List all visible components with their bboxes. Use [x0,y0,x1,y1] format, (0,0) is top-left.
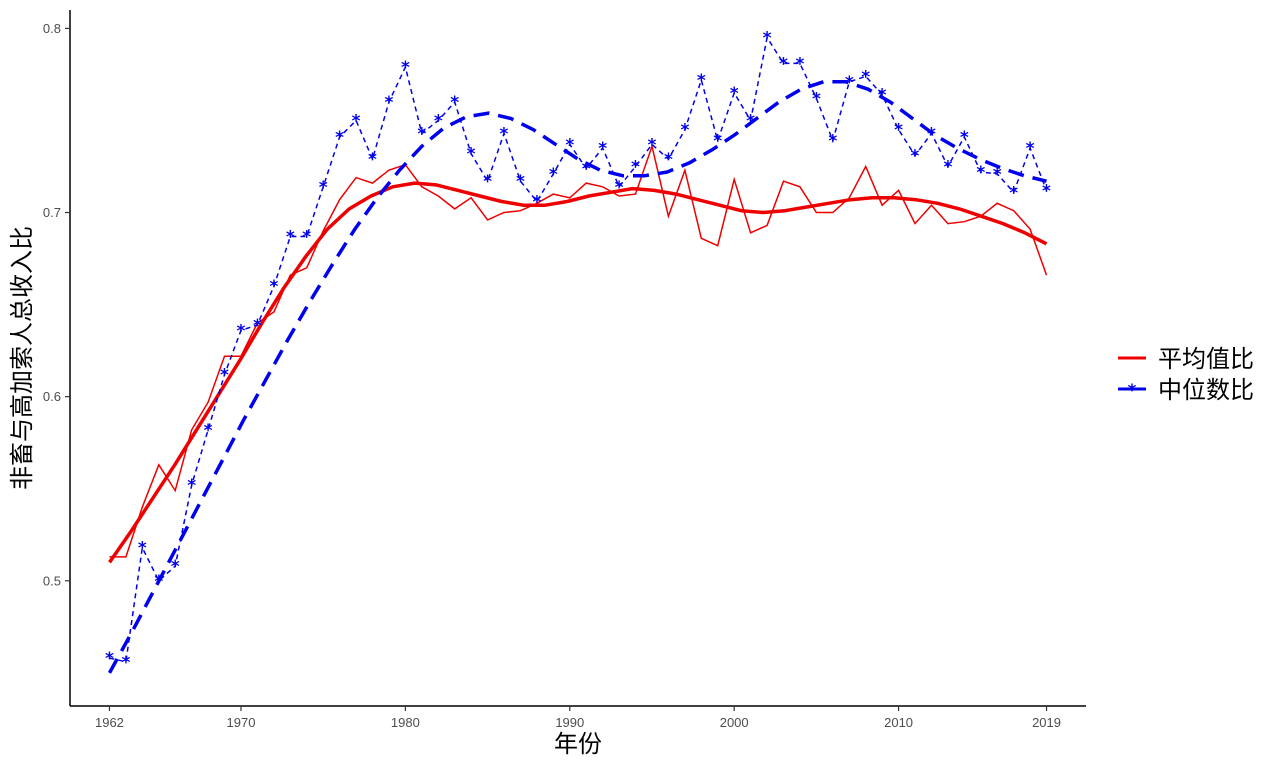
median-ratio-point: * [565,135,574,155]
median-ratio-point: * [417,124,426,144]
median-ratio-point: * [664,150,673,170]
median-ratio-point: * [845,73,854,93]
median-ratio-point: * [1042,181,1051,201]
median-ratio-point: * [171,557,180,577]
median-ratio-point: * [861,67,870,87]
median-ratio-point: * [713,132,722,152]
median-ratio-point: * [352,112,361,132]
x-tick-label: 2010 [884,715,913,730]
median-ratio-point: * [911,147,920,167]
legend-label-median: 中位数比 [1158,376,1254,404]
median-ratio-point: * [368,150,377,170]
median-ratio-point: * [237,321,246,341]
median-ratio-point: * [730,84,739,104]
y-tick-label: 0.8 [43,21,61,36]
median-ratio-point: * [763,29,772,49]
median-ratio-point: * [286,228,295,248]
median-ratio-point: * [121,653,130,673]
median-ratio-point: * [943,158,952,178]
x-tick-label: 1970 [227,715,256,730]
median-ratio-point: * [105,649,114,669]
median-ratio-point: * [779,54,788,74]
median-ratio-point: * [384,93,393,113]
median-ratio-point: * [993,165,1002,185]
median-ratio-point: * [582,159,591,179]
median-ratio-point: * [648,135,657,155]
median-ratio-point: * [253,316,262,336]
median-ratio-point: * [894,121,903,141]
median-ratio-point: * [500,124,509,144]
legend-star-marker: * [1128,381,1137,401]
mean-ratio-smooth-line [108,181,1048,564]
median-ratio-point: * [302,228,311,248]
y-tick-label: 0.7 [43,205,61,220]
median-ratio-point: * [1009,183,1018,203]
median-ratio-point: * [335,128,344,148]
median-ratio-point: * [598,139,607,159]
median-ratio-point: * [269,277,278,297]
median-ratio-point: * [154,572,163,592]
y-axis-title: 非畜与高加索人总收入比 [8,226,36,490]
legend-item-mean: 平均值比 [1118,345,1254,373]
median-ratio-point: * [319,178,328,198]
median-ratio-point: * [680,121,689,141]
axes: 1962 1970 1980 1990 2000 2010 2019 0.50.60.70.… [43,10,1086,730]
median-ratio-point: * [483,172,492,192]
median-ratio-point: * [878,86,887,106]
median-ratio-point: * [516,172,525,192]
legend-label-mean: 平均值比 [1158,345,1254,373]
median-ratio-point: * [746,112,755,132]
legend: 平均值比 * 中位数比 [1118,345,1254,404]
median-ratio-point: * [1026,139,1035,159]
x-tick-label: 1980 [391,715,420,730]
legend-item-median: * 中位数比 [1118,376,1254,404]
median-ratio-smooth-line [107,80,1047,674]
x-axis-title: 年份 [554,730,602,758]
median-ratio-point: * [828,132,837,152]
y-ticks: 0.5 0.6 0.7 0.8 [43,21,70,588]
median-ratio-point: * [187,476,196,496]
plot-area: * * * * * * * * * * * * * * * * * * * * * * * * * * * * * * * * * * * * * * * *… [105,29,1051,674]
median-ratio-raw-line [109,35,1048,663]
median-ratio-point: * [549,165,558,185]
median-ratio-point: * [434,112,443,132]
x-tick-label: 2000 [720,715,749,730]
median-ratio-point: * [401,58,410,78]
median-ratio-point: * [795,54,804,74]
median-ratio-point: * [450,93,459,113]
median-ratio-point: * [615,178,624,198]
x-ticks: 1962 1970 1980 1990 2000 2010 2019 [95,706,1061,730]
mean-ratio-raw-line [109,143,1048,558]
median-ratio-point: * [976,163,985,183]
median-ratio-point: * [204,421,213,441]
x-tick-label: 1962 [95,715,124,730]
median-ratio-point: * [960,128,969,148]
median-ratio-point: * [467,145,476,165]
median-ratio-point: * [697,71,706,91]
x-tick-label: 1990 [555,715,584,730]
median-ratio-point: * [812,89,821,109]
y-tick-label: 0.5 [43,573,61,588]
median-ratio-point: * [220,366,229,386]
median-ratio-point: * [532,193,541,213]
median-ratio-point: * [138,539,147,559]
median-ratio-point: * [631,158,640,178]
x-tick-label: 2019 [1032,715,1061,730]
median-ratio-point: * [927,124,936,144]
y-tick-label: 0.6 [43,389,61,404]
